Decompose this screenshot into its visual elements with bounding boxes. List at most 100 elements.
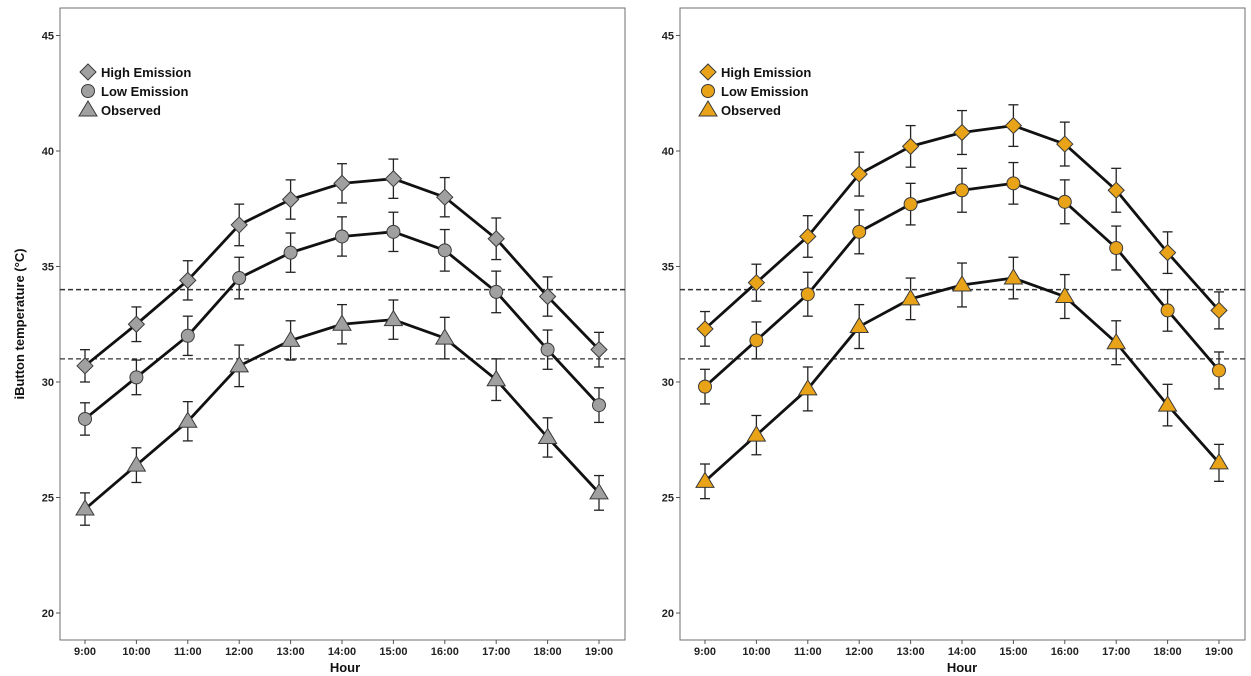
x-tick-label: 12:00 (845, 646, 873, 658)
point-low-emission (129, 370, 144, 385)
point-high-emission (1158, 243, 1177, 262)
panel-left-y-axis-title: iButton temperature (°C) (12, 248, 27, 399)
y-tick-label: 45 (42, 31, 54, 43)
panel-right-x-axis: 9:00 10:00 11:00 12:00 13:00 14:00 15:00 16:00 1… (694, 640, 1233, 658)
point-observed (434, 328, 455, 345)
legend-label-high-emission: High Emission (721, 65, 811, 80)
point-low-emission (698, 379, 712, 394)
point-observed (280, 330, 301, 347)
point-high-emission (1107, 181, 1125, 199)
point-observed (1209, 452, 1229, 470)
point-low-emission (1057, 194, 1072, 209)
panel-right-legend: High Emission Low Emission Observed (698, 63, 811, 118)
point-low-emission (749, 333, 764, 348)
y-tick-label: 30 (662, 377, 674, 389)
point-observed (952, 275, 972, 292)
point-observed (900, 288, 921, 306)
legend-marker-high-emission (699, 63, 717, 81)
point-low-emission (1212, 363, 1226, 378)
x-tick-label: 18:00 (534, 646, 562, 658)
panel-left: 20 25 30 35 40 45 9:00 10:00 11:00 12:00 13:00 14:… (12, 7, 626, 675)
legend-label-low-emission: Low Emission (721, 84, 808, 99)
point-observed (537, 427, 558, 444)
panel-left-reference-lines (60, 288, 625, 360)
point-observed (746, 425, 767, 442)
point-low-emission (540, 342, 555, 357)
point-high-emission (1210, 301, 1228, 320)
panel-right: 20 25 30 35 40 45 9:00 10:00 11:00 12:00 13:00 14:… (662, 7, 1246, 675)
point-high-emission (436, 188, 454, 206)
point-low-emission (180, 328, 195, 343)
point-observed (229, 355, 250, 373)
point-low-emission (1006, 176, 1021, 191)
point-observed (383, 309, 404, 327)
point-high-emission (1004, 116, 1023, 135)
point-low-emission (283, 245, 298, 260)
x-tick-label: 11:00 (794, 646, 822, 658)
point-observed (1003, 268, 1024, 285)
x-tick-label: 16:00 (1051, 646, 1079, 658)
point-observed (75, 499, 95, 516)
point-high-emission (230, 216, 248, 234)
legend-marker-low-emission (701, 84, 715, 98)
point-high-emission (747, 273, 766, 292)
x-tick-label: 19:00 (1205, 646, 1233, 658)
point-low-emission (955, 183, 969, 198)
x-tick-label: 13:00 (277, 646, 305, 658)
x-tick-label: 10:00 (122, 646, 150, 658)
point-high-emission (696, 320, 714, 338)
point-low-emission (437, 243, 452, 258)
point-low-emission (852, 224, 867, 239)
point-observed (1157, 395, 1178, 412)
x-tick-label: 9:00 (694, 646, 716, 658)
y-tick-label: 30 (42, 377, 54, 389)
point-high-emission (590, 340, 608, 359)
point-observed (695, 471, 715, 488)
legend-label-low-emission: Low Emission (101, 84, 188, 99)
x-tick-label: 12:00 (225, 646, 253, 658)
y-tick-label: 35 (42, 262, 54, 274)
legend-marker-low-emission (81, 84, 95, 98)
point-observed (589, 482, 609, 500)
x-tick-label: 17:00 (1102, 646, 1130, 658)
y-tick-label: 20 (662, 608, 674, 620)
point-high-emission (179, 271, 197, 290)
point-high-emission (384, 170, 403, 188)
y-tick-label: 40 (42, 146, 54, 158)
point-low-emission (1109, 241, 1124, 256)
point-high-emission (487, 230, 505, 248)
point-high-emission (333, 174, 351, 193)
point-observed (177, 411, 198, 428)
point-high-emission (953, 123, 971, 142)
point-high-emission (901, 137, 920, 156)
point-low-emission (592, 398, 606, 413)
y-tick-label: 35 (662, 262, 674, 274)
point-low-emission (335, 229, 349, 244)
point-low-emission (800, 287, 815, 302)
point-high-emission (850, 165, 868, 183)
y-tick-label: 45 (662, 31, 674, 43)
point-high-emission (799, 227, 817, 246)
point-high-emission (281, 190, 300, 209)
point-observed (486, 369, 507, 387)
point-low-emission (903, 197, 918, 212)
point-high-emission (76, 357, 94, 375)
panel-right-series (695, 104, 1229, 500)
point-high-emission (127, 315, 146, 333)
panel-left-x-axis: 9:00 10:00 11:00 12:00 13:00 14:00 15:00 16:00 1… (74, 640, 613, 658)
x-tick-label: 13:00 (897, 646, 925, 658)
x-tick-label: 10:00 (742, 646, 770, 658)
x-tick-label: 15:00 (999, 646, 1027, 658)
x-tick-label: 15:00 (379, 646, 407, 658)
point-observed (849, 316, 870, 334)
point-observed (1106, 332, 1127, 350)
point-observed (1054, 286, 1075, 304)
x-tick-label: 17:00 (482, 646, 510, 658)
y-tick-label: 25 (42, 493, 54, 505)
panel-right-y-axis: 20 25 30 35 40 45 (662, 31, 680, 620)
point-high-emission (538, 287, 557, 306)
legend-marker-observed (698, 100, 718, 117)
point-low-emission (232, 271, 247, 286)
x-tick-label: 14:00 (948, 646, 976, 658)
point-observed (126, 455, 147, 472)
